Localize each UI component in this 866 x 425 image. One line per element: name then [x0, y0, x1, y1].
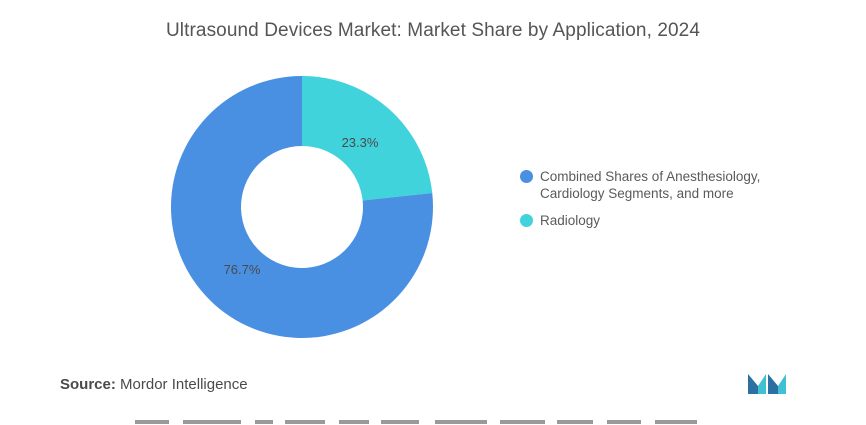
legend-swatch-combined [520, 170, 533, 183]
legend-item-combined: Combined Shares of Anesthesiology, Cardi… [520, 168, 820, 202]
source-note: Source: Mordor Intelligence [60, 376, 248, 393]
mordor-intelligence-logo-icon [748, 374, 786, 394]
footer-cropped-text [135, 420, 697, 424]
legend-swatch-radiology [520, 214, 533, 227]
slice-combined-shares [171, 76, 434, 338]
legend-label-radiology: Radiology [540, 213, 601, 228]
legend-item-radiology: Radiology [520, 212, 820, 229]
slice-radiology [302, 76, 433, 201]
chart-legend: Combined Shares of Anesthesiology, Cardi… [520, 168, 820, 239]
legend-label-combined: Combined Shares of Anesthesiology, Cardi… [540, 169, 761, 201]
data-label-combined: 76.7% [224, 262, 261, 277]
data-label-radiology: 23.3% [342, 135, 379, 150]
source-value: Mordor Intelligence [120, 376, 248, 393]
chart-title: Ultrasound Devices Market: Market Share … [165, 20, 701, 41]
source-label: Source: [60, 376, 116, 393]
donut-chart: 76.7% 23.3% [171, 76, 434, 338]
